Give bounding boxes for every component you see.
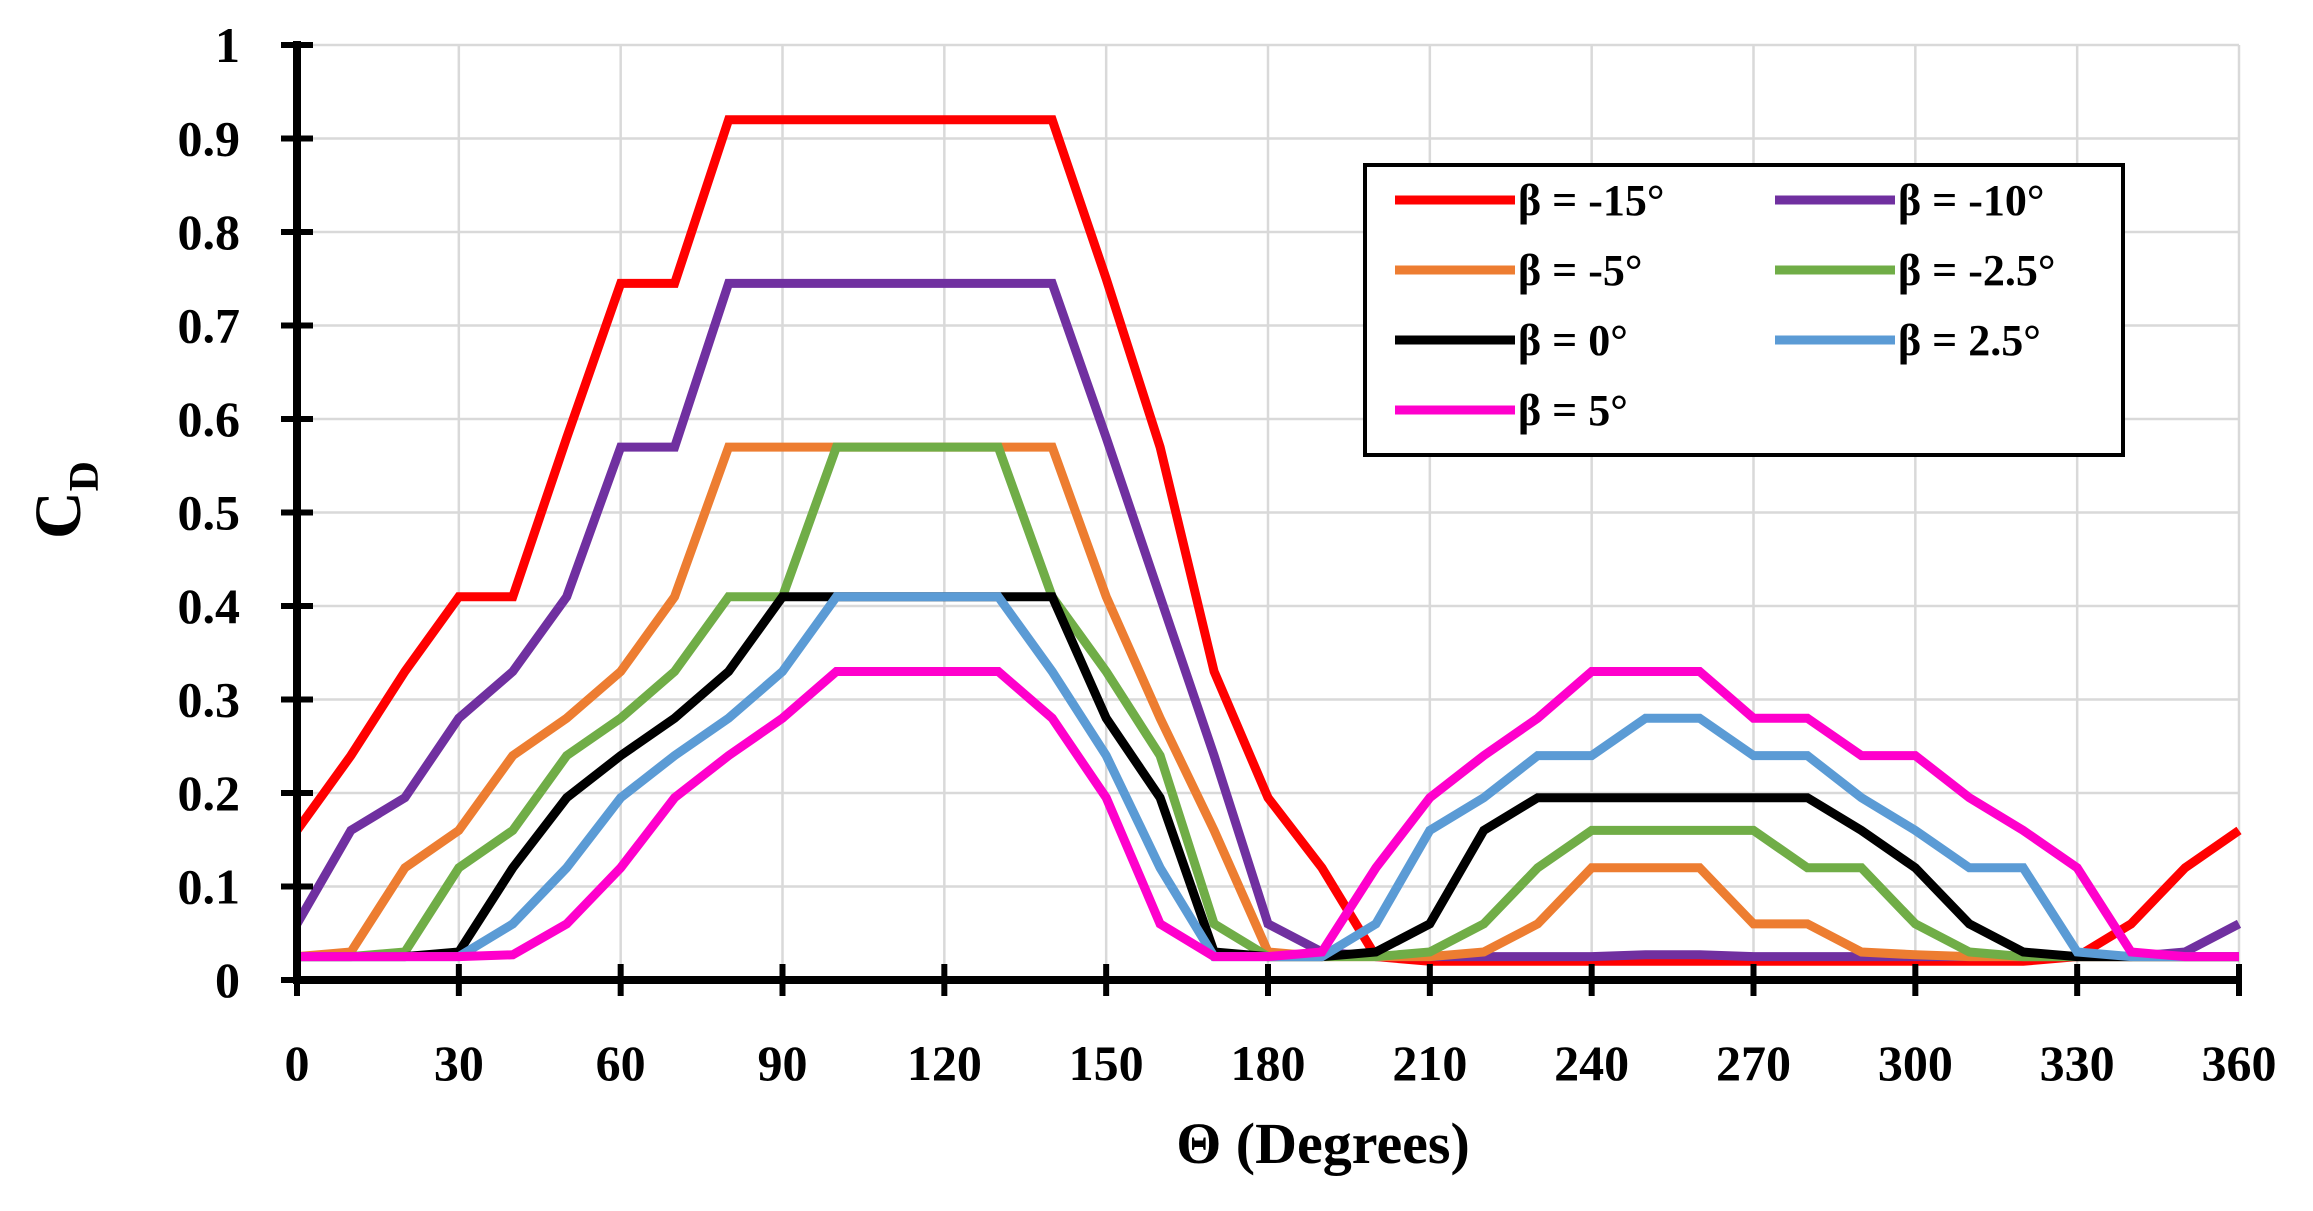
x-tick-label: 210 xyxy=(1392,1035,1467,1091)
axes xyxy=(281,41,2242,996)
legend-entry: β = -5° xyxy=(1395,246,1643,295)
y-tick-label: 0.6 xyxy=(178,391,241,447)
y-tick-label: 0.2 xyxy=(178,765,241,821)
series-lines xyxy=(293,115,2242,966)
legend-label: β = -15° xyxy=(1518,176,1665,225)
legend-label: β = 5° xyxy=(1518,386,1628,435)
x-tick-label: 0 xyxy=(285,1035,310,1091)
y-axis-title-main: C xyxy=(22,491,95,539)
legend-label: β = 0° xyxy=(1518,316,1628,365)
x-tick-label: 300 xyxy=(1878,1035,1953,1091)
x-tick-label: 330 xyxy=(2040,1035,2115,1091)
legend-entry: β = 0° xyxy=(1395,316,1628,365)
legend-entry: β = 5° xyxy=(1395,386,1628,435)
legend-entry: β = -15° xyxy=(1395,176,1665,225)
x-tick-label: 240 xyxy=(1554,1035,1629,1091)
legend-entry: β = -10° xyxy=(1775,176,2045,225)
tick-labels: 0 30 60 90 120 150 180 210 240 270 300 330 360 0 0.1 0.… xyxy=(178,17,2277,1091)
y-tick-label: 1 xyxy=(215,17,240,73)
legend-label: β = 2.5° xyxy=(1898,316,2041,365)
y-tick-label: 0.1 xyxy=(178,859,241,915)
svg-text:CD: CD xyxy=(22,461,108,539)
legend-label: β = -2.5° xyxy=(1898,246,2056,295)
legend-label: β = -5° xyxy=(1518,246,1643,295)
y-tick-label: 0.7 xyxy=(178,298,241,354)
x-tick-label: 180 xyxy=(1231,1035,1306,1091)
y-tick-label: 0.8 xyxy=(178,204,241,260)
y-axis-title: CD xyxy=(22,461,108,539)
legend-entry: β = -2.5° xyxy=(1775,246,2056,295)
x-tick-label: 120 xyxy=(907,1035,982,1091)
legend: β = -15° β = -10° β = -5° β = -2.5° β = 0° β … xyxy=(1363,163,2125,457)
y-tick-label: 0 xyxy=(215,952,240,1008)
y-tick-label: 0.3 xyxy=(178,672,241,728)
y-axis-title-subscript: D xyxy=(62,461,108,491)
x-tick-label: 360 xyxy=(2202,1035,2277,1091)
y-tick-label: 0.4 xyxy=(178,578,241,634)
x-tick-label: 150 xyxy=(1069,1035,1144,1091)
x-axis-title: Θ (Degrees) xyxy=(1176,1111,1470,1176)
x-tick-label: 60 xyxy=(596,1035,646,1091)
legend-entry: β = 2.5° xyxy=(1775,316,2041,365)
series-line-7 xyxy=(297,667,2239,962)
y-tick-label: 0.5 xyxy=(178,485,241,541)
y-tick-label: 0.9 xyxy=(178,111,241,167)
legend-label: β = -10° xyxy=(1898,176,2045,225)
series-line-1 xyxy=(293,115,2242,966)
x-tick-label: 90 xyxy=(758,1035,808,1091)
x-tick-label: 30 xyxy=(434,1035,484,1091)
x-tick-label: 270 xyxy=(1716,1035,1791,1091)
